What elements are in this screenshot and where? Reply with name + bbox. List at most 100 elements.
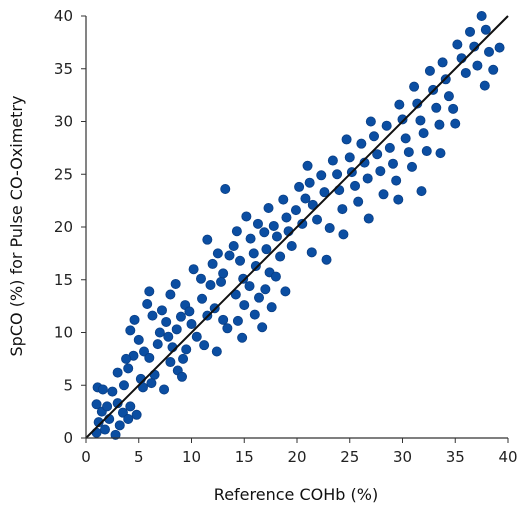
data-point: [278, 194, 289, 205]
data-point: [121, 353, 132, 364]
data-point: [488, 64, 499, 75]
y-tick-label: 40: [54, 7, 73, 25]
data-point: [434, 119, 445, 130]
data-point: [147, 310, 158, 321]
data-point: [271, 231, 282, 242]
data-point: [394, 99, 405, 110]
data-point: [450, 118, 461, 129]
data-point: [353, 196, 364, 207]
data-point: [363, 213, 374, 224]
data-point: [465, 26, 476, 37]
data-point: [286, 240, 297, 251]
data-point: [397, 114, 408, 125]
data-point: [249, 309, 260, 320]
data-point: [312, 214, 323, 225]
data-point: [165, 357, 176, 368]
data-points: [91, 10, 505, 440]
data-point: [415, 115, 426, 126]
data-point: [177, 371, 188, 382]
data-point: [133, 334, 144, 345]
data-point: [97, 384, 108, 395]
data-point: [123, 414, 134, 425]
data-point: [118, 380, 129, 391]
data-point: [228, 240, 239, 251]
data-point: [300, 193, 311, 204]
data-point: [494, 42, 505, 53]
y-tick-label: 20: [54, 218, 73, 236]
data-point: [112, 367, 123, 378]
data-point: [460, 67, 471, 78]
data-point: [424, 65, 435, 76]
data-point: [218, 268, 229, 279]
data-point: [110, 429, 121, 440]
data-point: [375, 166, 386, 177]
data-point: [220, 184, 231, 195]
data-point: [139, 346, 150, 357]
data-point: [302, 160, 313, 171]
x-tick-label: 40: [498, 448, 517, 466]
data-point: [437, 57, 448, 68]
data-point: [212, 248, 223, 259]
data-point: [165, 289, 176, 300]
data-point: [365, 116, 376, 127]
data-point: [231, 226, 242, 237]
data-point: [93, 417, 104, 428]
data-point: [144, 352, 155, 363]
data-point: [290, 205, 301, 216]
data-point: [452, 39, 463, 50]
y-axis-title: SpCO (%) for Pulse CO-Oximetry: [7, 96, 26, 357]
data-point: [266, 302, 277, 313]
data-point: [191, 331, 202, 342]
data-point: [125, 325, 136, 336]
x-tick-label: 20: [287, 448, 306, 466]
data-point: [280, 286, 291, 297]
data-point: [268, 220, 279, 231]
identity-line: [85, 15, 509, 439]
data-point: [178, 353, 189, 364]
data-point: [114, 420, 125, 431]
data-point: [362, 173, 373, 184]
data-point: [418, 128, 429, 139]
data-point: [154, 327, 165, 338]
data-point: [388, 158, 399, 169]
x-tick-label: 25: [340, 448, 359, 466]
data-point: [316, 170, 327, 181]
x-tick-label: 0: [81, 448, 91, 466]
data-point: [107, 386, 118, 397]
data-point: [186, 319, 197, 330]
data-point: [230, 289, 241, 300]
data-point: [431, 102, 442, 113]
data-point: [102, 401, 113, 412]
data-point: [216, 276, 227, 287]
data-point: [252, 218, 263, 229]
data-point: [161, 316, 172, 327]
data-point: [344, 152, 355, 163]
data-point: [163, 331, 174, 342]
data-point: [391, 175, 402, 186]
data-point: [337, 204, 348, 215]
data-point: [205, 280, 216, 291]
x-tick-label: 5: [134, 448, 144, 466]
data-point: [338, 229, 349, 240]
data-point: [99, 424, 110, 435]
data-point: [171, 324, 182, 335]
data-point: [435, 148, 446, 159]
y-tick-label: 10: [54, 324, 73, 342]
data-point: [211, 346, 222, 357]
y-tick-label: 30: [54, 113, 73, 131]
data-point: [409, 81, 420, 92]
data-point: [237, 332, 248, 343]
x-tick-label: 15: [235, 448, 254, 466]
data-point: [91, 399, 102, 410]
data-point: [129, 314, 140, 325]
data-point: [123, 363, 134, 374]
data-point: [297, 218, 308, 229]
data-point: [197, 293, 208, 304]
data-point: [156, 305, 167, 316]
data-point: [327, 155, 338, 166]
data-point: [117, 407, 128, 418]
data-point: [472, 60, 483, 71]
data-point: [341, 134, 352, 145]
data-point: [250, 261, 261, 272]
data-point: [181, 344, 192, 355]
